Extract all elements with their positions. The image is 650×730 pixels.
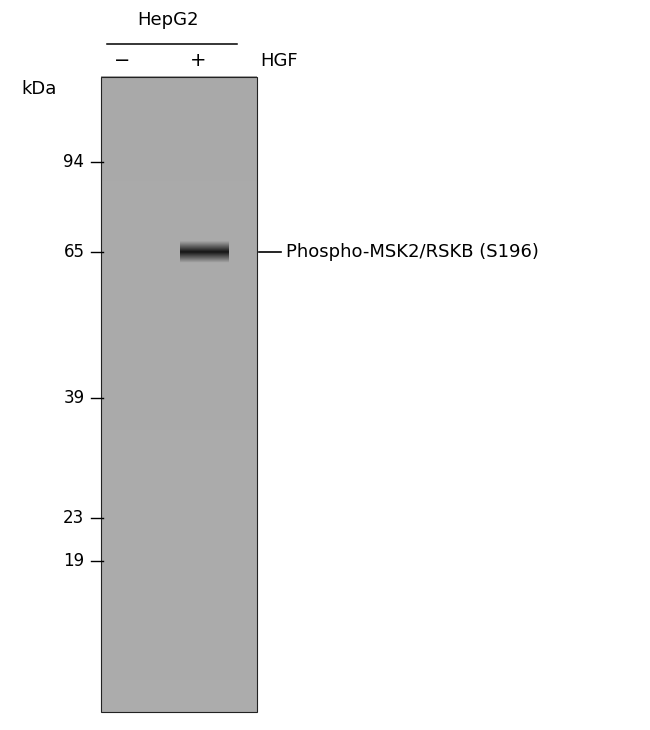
Text: 19: 19 [64, 552, 84, 569]
Text: 23: 23 [63, 510, 84, 527]
Text: HepG2: HepG2 [137, 11, 198, 29]
Text: Phospho-MSK2/RSKB (S196): Phospho-MSK2/RSKB (S196) [286, 243, 539, 261]
Text: 39: 39 [64, 389, 84, 407]
Text: −: − [114, 51, 131, 70]
Text: 65: 65 [64, 243, 84, 261]
Text: 94: 94 [64, 153, 84, 171]
Text: HGF: HGF [260, 52, 298, 69]
Text: kDa: kDa [21, 80, 57, 98]
Text: +: + [190, 51, 207, 70]
Bar [101, 77, 257, 712]
